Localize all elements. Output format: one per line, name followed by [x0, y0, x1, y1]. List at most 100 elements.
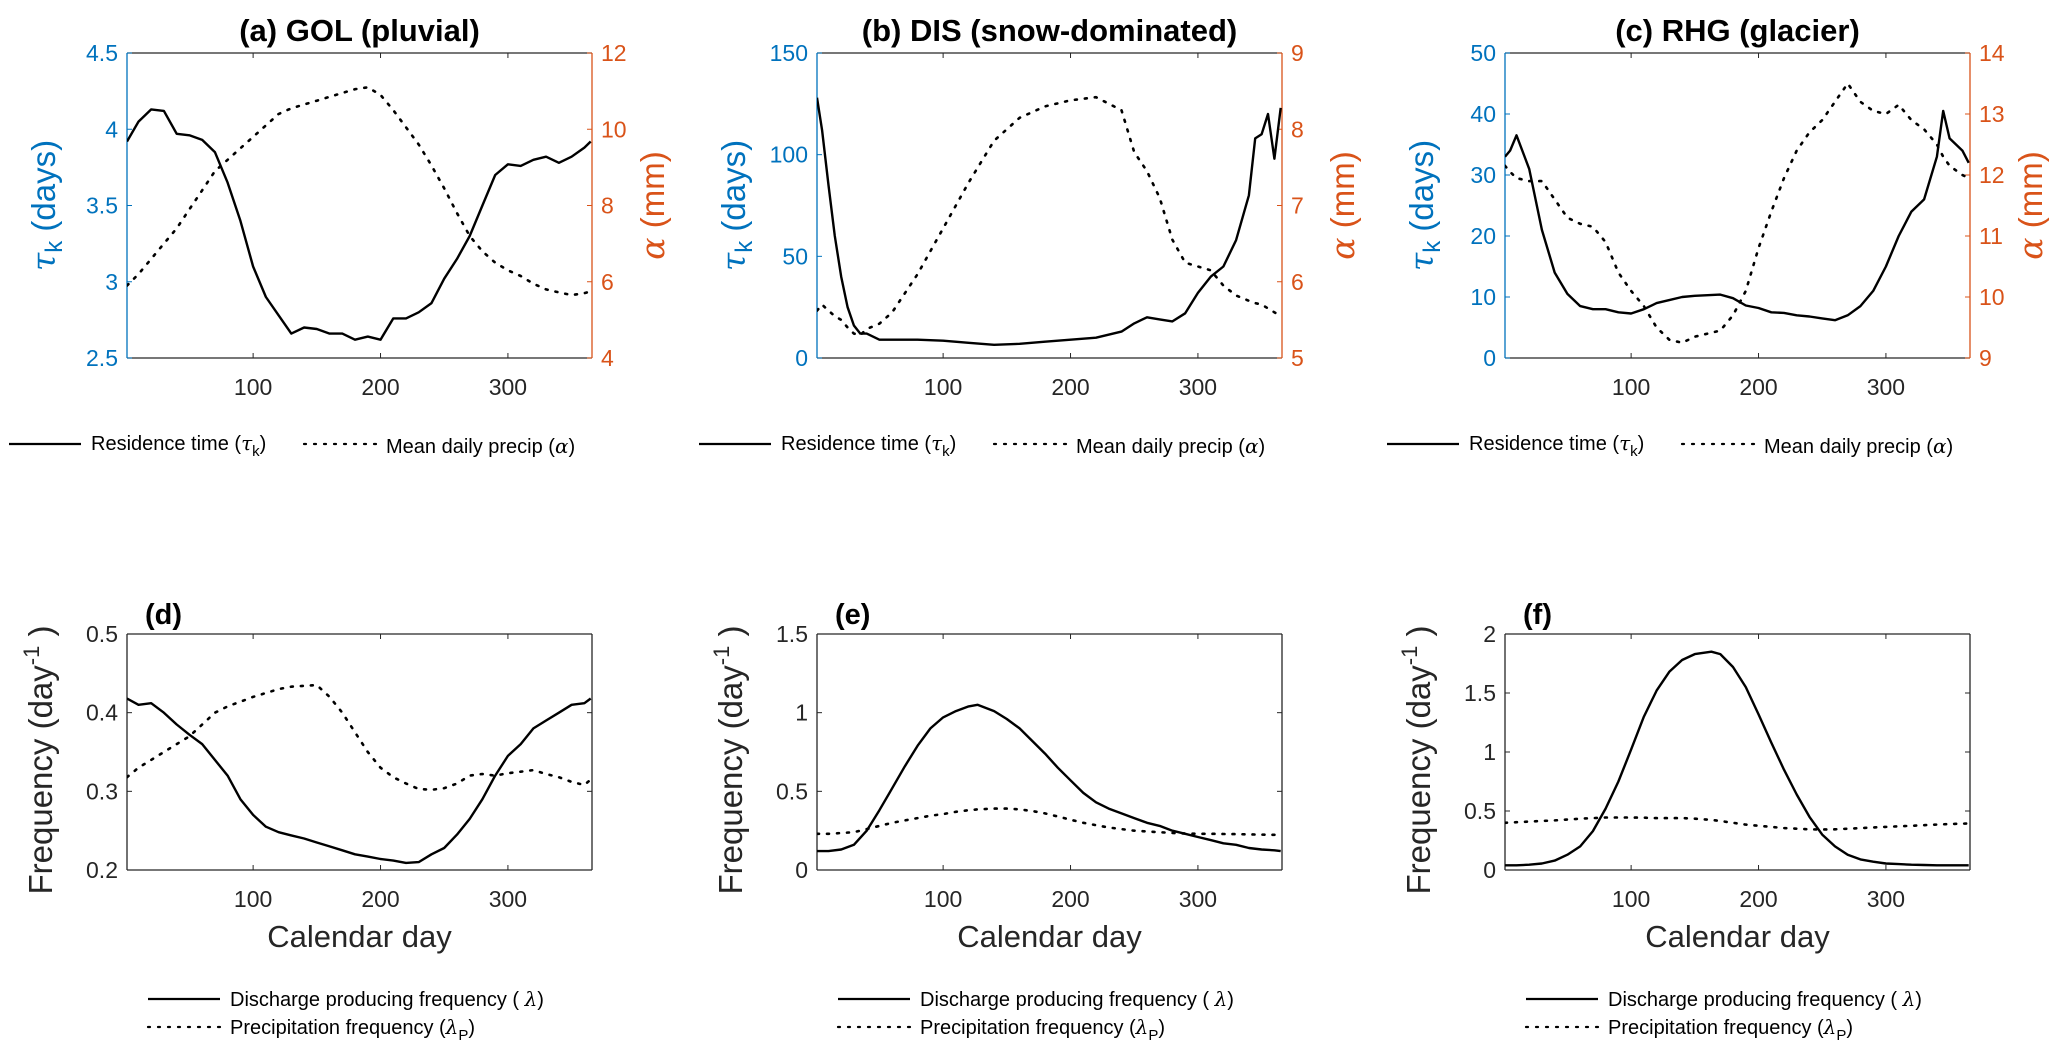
y-tick-label-left: 1 — [795, 700, 808, 726]
y-tick-label-left: 0.3 — [86, 778, 118, 804]
legend-text: Discharge producing frequency ( — [1608, 989, 1903, 1011]
ylabel-tail: ) — [712, 625, 749, 645]
legend-text: Precipitation frequency ( — [1608, 1017, 1824, 1039]
y-tick-label-left: 0 — [795, 345, 808, 371]
lambda-symbol: λ — [1135, 1015, 1149, 1039]
alpha-symbol: α — [2011, 237, 2050, 259]
series-line-solid — [127, 697, 592, 865]
tau-symbol: τ — [1619, 431, 1631, 455]
y-axis-label-right: α (mm) — [2011, 151, 2050, 259]
y-tick-label-left: 0.2 — [86, 857, 118, 883]
legend-tail: ) — [260, 433, 267, 455]
y-tick-label-left: 3.5 — [86, 193, 118, 219]
legend: Residence time (τk) Mean daily precip (α) — [699, 431, 1265, 460]
legend-label-dotted: Precipitation frequency (λP) — [230, 1015, 475, 1044]
y-tick-label-right: 9 — [1979, 345, 1992, 371]
lambda-symbol: λ — [1214, 987, 1228, 1011]
legend-tail: ) — [1227, 989, 1234, 1011]
y-axis-label: Frequency (day-1 ) — [19, 625, 59, 894]
y-tick-label-right: 8 — [601, 193, 614, 219]
x-tick-label: 100 — [234, 886, 272, 912]
alpha-symbol: α — [1245, 434, 1259, 458]
x-tick-label: 300 — [1867, 374, 1905, 400]
tau-symbol: τ — [1402, 252, 1441, 271]
y-tick-label-left: 20 — [1470, 223, 1496, 249]
y-tick-label-left: 0.5 — [1464, 798, 1496, 824]
panel-e: 100 200 300 0 0.5 1 1.5 (e) Frequency (day-1 ) Ca… — [709, 599, 1283, 1044]
y-tick-label-left: 1 — [1483, 739, 1496, 765]
series-line-solid — [817, 97, 1282, 346]
tau-symbol: τ — [714, 252, 753, 271]
panel-d: 100 200 300 0.2 0.3 0.4 0.5 (d) Frequency (day-1… — [19, 599, 593, 1044]
y-axis-label-right: α (mm) — [633, 151, 672, 259]
legend-label-dotted: Precipitation frequency (λP) — [920, 1015, 1165, 1044]
panel-label: (d) — [145, 599, 182, 631]
ylabel-tail: ) — [22, 625, 59, 645]
series-line-dotted — [1505, 816, 1970, 831]
y-tick-label-right: 13 — [1979, 101, 2005, 127]
y-tick-label-right: 6 — [1291, 269, 1304, 295]
x-tick-label: 200 — [1739, 886, 1777, 912]
y-tick-label-left: 10 — [1470, 284, 1496, 310]
y-tick-label-left: 40 — [1470, 101, 1496, 127]
y-tick-label-left: 1.5 — [776, 621, 808, 647]
y-tick-label-left: 0.4 — [86, 700, 118, 726]
x-tick-label: 300 — [1179, 374, 1217, 400]
y-tick-label-right: 10 — [1979, 284, 2005, 310]
lambda-symbol: λ — [1823, 1015, 1837, 1039]
legend-tail: ) — [568, 436, 575, 458]
x-tick-label: 100 — [234, 374, 272, 400]
superscript: -1 — [19, 646, 44, 666]
y-tick-label-right: 6 — [601, 269, 614, 295]
y-tick-label-right: 4 — [601, 345, 614, 371]
superscript: -1 — [709, 646, 734, 666]
series-line-solid — [1505, 650, 1969, 867]
legend-tail: ) — [1158, 1017, 1165, 1039]
panel-a: 100 200 300 2.5 3 3.5 4 4.5 4 6 8 10 12 (a) GOL (pluv… — [9, 13, 672, 460]
panel-f: 100 200 300 0 0.5 1 1.5 2 (f) Frequency (day-1 ) C… — [1397, 599, 1971, 1044]
ylabel-text: (mm) — [1324, 151, 1361, 237]
panel-label: (e) — [835, 599, 870, 631]
subscript-k: k — [252, 443, 260, 460]
ylabel-tail: ) — [1400, 625, 1437, 645]
panel-title: (b) DIS (snow-dominated) — [862, 13, 1237, 48]
x-tick-label: 200 — [361, 886, 399, 912]
legend-text: Residence time ( — [1469, 433, 1619, 455]
legend-tail: ) — [537, 989, 544, 1011]
y-tick-label-left: 100 — [770, 142, 808, 168]
legend-label-solid: Residence time (τk) — [781, 431, 956, 460]
legend: Discharge producing frequency ( λ) Precip… — [1524, 987, 1922, 1044]
legend: Discharge producing frequency ( λ)Precip… — [836, 987, 1234, 1044]
legend-tail: ) — [1915, 989, 1922, 1011]
ylabel-text: (days) — [715, 140, 752, 241]
alpha-symbol: α — [1933, 434, 1947, 458]
y-tick-label-left: 0.5 — [86, 621, 118, 647]
ylabel-text: (days) — [1403, 140, 1440, 241]
legend-text: Mean daily precip ( — [1076, 436, 1245, 458]
legend-tail: ) — [468, 1017, 475, 1039]
subscript-k: k — [731, 240, 758, 253]
y-tick-label-left: 1.5 — [1464, 680, 1496, 706]
panel-title: (a) GOL (pluvial) — [239, 13, 480, 48]
subscript-k: k — [942, 443, 950, 460]
x-tick-label: 300 — [489, 886, 527, 912]
subscript-k: k — [1630, 443, 1638, 460]
series-line-solid — [1505, 109, 1970, 322]
legend: Residence time (τk) Mean daily precip (α) — [1387, 431, 1953, 460]
legend-tail: ) — [1946, 436, 1953, 458]
x-tick-label: 100 — [1612, 886, 1650, 912]
y-tick-label-left: 0.5 — [776, 778, 808, 804]
alpha-symbol: α — [555, 434, 569, 458]
x-tick-label: 300 — [1867, 886, 1905, 912]
legend-text: Residence time ( — [91, 433, 241, 455]
lambda-symbol: λ — [1902, 987, 1916, 1011]
tau-symbol: τ — [24, 252, 63, 271]
subscript-p: P — [458, 1027, 468, 1044]
y-axis-label-left: τk (days) — [1402, 140, 1446, 271]
ylabel-text: Frequency (day — [1400, 665, 1437, 895]
series-line-dotted — [127, 86, 592, 297]
subscript-p: P — [1836, 1027, 1846, 1044]
y-tick-label-left: 0 — [1483, 345, 1496, 371]
legend-label-dotted: Precipitation frequency (λP) — [1608, 1015, 1853, 1044]
y-tick-label-left: 4 — [105, 116, 118, 142]
